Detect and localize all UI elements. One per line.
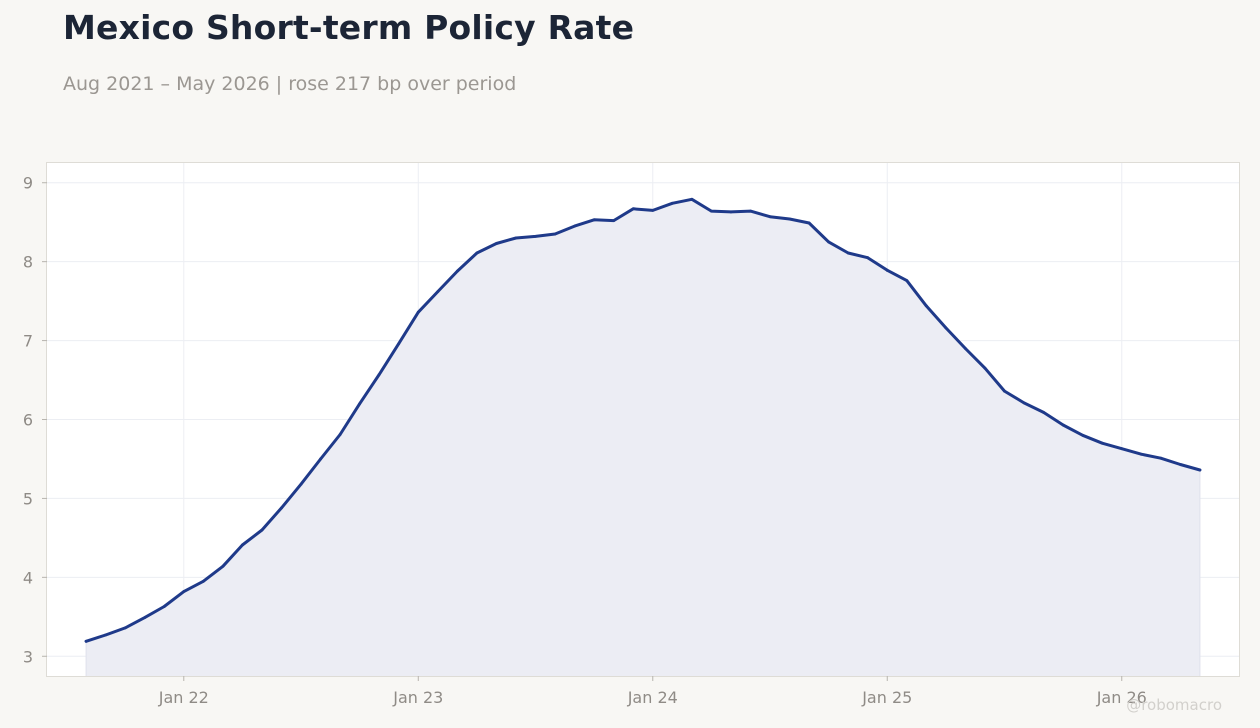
data-point xyxy=(280,506,283,510)
data-point xyxy=(670,201,674,205)
data-point xyxy=(709,209,713,213)
data-point xyxy=(1198,468,1202,472)
chart-title: Mexico Short-term Policy Rate xyxy=(63,8,635,47)
y-tick-label: 4 xyxy=(23,568,33,587)
series-line xyxy=(84,197,1202,643)
data-point xyxy=(1061,423,1065,427)
data-point xyxy=(1139,452,1143,456)
data-point xyxy=(241,543,244,547)
data-point xyxy=(944,326,948,330)
data-point xyxy=(123,626,127,630)
data-point xyxy=(592,218,596,222)
data-point xyxy=(749,209,752,213)
data-point xyxy=(143,616,147,619)
data-point xyxy=(768,215,772,219)
data-point xyxy=(1100,441,1104,445)
y-tick-label: 9 xyxy=(23,174,33,193)
data-point xyxy=(1042,410,1045,414)
data-point xyxy=(788,217,791,221)
y-tick-label: 3 xyxy=(23,647,33,666)
data-point xyxy=(377,373,381,376)
data-point xyxy=(358,402,362,406)
data-point xyxy=(495,242,498,245)
x-axis: Jan 22 Jan 23 Jan 24 Jan 25 Jan 26 xyxy=(158,676,1147,707)
data-point xyxy=(866,256,870,260)
data-point xyxy=(182,590,186,593)
data-point xyxy=(514,236,518,240)
watermark: @robomacro xyxy=(1126,696,1222,714)
x-tick-label: Jan 26 xyxy=(1096,688,1147,707)
series-area xyxy=(86,199,1200,677)
data-point xyxy=(475,251,479,255)
x-tick-label: Jan 25 xyxy=(861,688,912,707)
data-point xyxy=(201,579,205,583)
data-point xyxy=(1178,463,1182,466)
y-tick-label: 7 xyxy=(23,332,33,351)
data-point xyxy=(1159,456,1163,460)
data-point xyxy=(924,304,928,308)
data-point xyxy=(885,268,889,272)
data-point xyxy=(631,207,635,211)
data-point xyxy=(299,482,303,486)
data-point xyxy=(84,639,88,643)
data-point xyxy=(1022,401,1026,405)
data-point xyxy=(104,633,108,637)
data-point xyxy=(319,457,322,461)
data-point xyxy=(690,197,694,201)
data-point xyxy=(1003,389,1006,393)
y-tick-label: 8 xyxy=(23,253,33,272)
y-axis: 3 4 5 6 7 8 9 xyxy=(23,174,47,666)
data-point xyxy=(612,219,616,223)
data-point xyxy=(964,347,967,350)
chart-subtitle: Aug 2021 – May 2026 | rose 217 bp over p… xyxy=(63,73,517,95)
data-point xyxy=(573,224,577,228)
data-point xyxy=(260,528,264,532)
data-point xyxy=(553,232,557,236)
x-tick-label: Jan 23 xyxy=(392,688,443,707)
data-point xyxy=(729,210,733,214)
series-layer xyxy=(84,197,1202,677)
data-point xyxy=(905,279,909,282)
y-tick-label: 5 xyxy=(23,489,33,508)
data-point xyxy=(1081,433,1085,437)
data-point xyxy=(221,564,225,568)
data-point xyxy=(651,208,655,212)
y-tick-label: 6 xyxy=(23,411,33,430)
data-point xyxy=(338,433,342,436)
x-tick-label: Jan 22 xyxy=(158,688,209,707)
data-point xyxy=(807,221,811,225)
data-point xyxy=(455,269,459,273)
data-point xyxy=(416,310,420,314)
data-point xyxy=(983,366,987,370)
data-point xyxy=(1120,447,1124,451)
x-tick-label: Jan 24 xyxy=(627,688,678,707)
data-point xyxy=(397,342,401,346)
data-point xyxy=(534,234,537,238)
data-point xyxy=(436,290,440,294)
data-point xyxy=(846,251,850,255)
data-point xyxy=(162,605,166,608)
data-point xyxy=(827,240,831,244)
